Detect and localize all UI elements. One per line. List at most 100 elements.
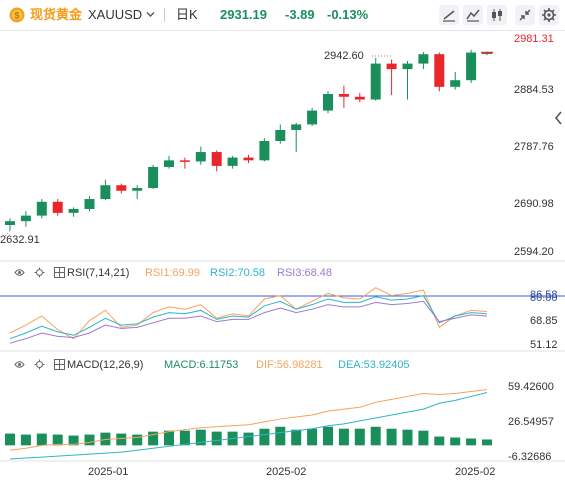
macd-histogram-bar (434, 436, 445, 446)
macd-histogram-bar (418, 430, 429, 446)
candle (84, 196, 95, 212)
candle (402, 60, 413, 100)
macd-histogram-bar (20, 434, 31, 446)
low-price-annotation: 2632.91 (0, 234, 40, 246)
macd-histogram-bar (68, 435, 79, 446)
candle (386, 59, 397, 96)
price-change: -3.89 (285, 7, 315, 22)
macd-histogram-bar (450, 437, 461, 446)
price-axis-label-current: 2981.31 (514, 33, 554, 45)
macd-axis-label: -6.32686 (508, 451, 552, 463)
candle (20, 211, 31, 227)
x-axis-label: 2025-02 (266, 466, 307, 478)
macd-title: MACD(12,26,9) (67, 359, 144, 371)
indicator-grid-icon[interactable] (54, 267, 65, 278)
candle (307, 107, 318, 127)
macd-histogram-bar (482, 439, 492, 446)
x-axis-label: 2025-01 (88, 466, 129, 478)
candle (323, 91, 333, 114)
candle (116, 183, 127, 194)
candle (5, 218, 15, 231)
indicator-icon[interactable] (463, 5, 483, 25)
dif-value: DIF:56.98281 (256, 359, 323, 371)
draw-line-icon[interactable] (439, 5, 459, 25)
macd-histogram-bar (370, 426, 381, 446)
collapse-panel-icon[interactable] (552, 108, 565, 128)
macd-histogram-bar (338, 428, 349, 446)
low-annotation-leader (4, 230, 11, 237)
rsi3-line (9, 300, 488, 344)
dea-value: DEA:53.92405 (338, 359, 410, 371)
macd-histogram-bar (402, 429, 413, 446)
macd-histogram-bar (195, 429, 206, 446)
candle (195, 146, 206, 165)
candlestick-series (4, 49, 493, 237)
candle (148, 164, 159, 190)
macd-value: MACD:6.11753 (164, 359, 239, 371)
candle (291, 122, 302, 153)
rsi1-line (9, 287, 488, 340)
candle (227, 155, 238, 169)
candle (370, 58, 381, 101)
macd-histogram-bar (291, 429, 302, 446)
rsi-axis-label: 68.85 (530, 315, 558, 327)
gear-icon[interactable] (34, 359, 45, 370)
macd-histogram-bar (116, 433, 127, 446)
candle (275, 124, 286, 144)
candle (259, 138, 270, 162)
dea-line (9, 392, 488, 460)
settings-icon[interactable] (539, 5, 559, 25)
rsi-axis-label: 51.12 (530, 339, 558, 351)
macd-histogram-bar (354, 428, 365, 446)
svg-text:$: $ (14, 11, 19, 21)
candle (450, 71, 461, 90)
indicator-grid-icon[interactable] (54, 359, 65, 370)
macd-axis-label: 26.54957 (508, 416, 554, 428)
price-axis-label: 2884.53 (514, 84, 554, 96)
gear-icon[interactable] (34, 267, 45, 278)
macd-histogram-bar (307, 428, 318, 446)
macd-histogram-bar (243, 432, 254, 446)
candle (466, 49, 477, 83)
eye-icon[interactable] (14, 359, 25, 370)
chart-header: $ 现货黄金 XAUUSD 日K 2931.19 -3.89 -0.13% (0, 0, 565, 31)
macd-histogram-bar (5, 433, 15, 446)
macd-histogram-bar (259, 428, 270, 446)
rsi-title: RSI(7,14,21) (67, 267, 130, 279)
macd-histogram-bar (36, 433, 47, 446)
rsi3-value: RSI3:68.48 (277, 267, 333, 279)
rsi-series (0, 287, 565, 344)
macd-histogram-bar (84, 434, 95, 446)
candle (179, 157, 190, 169)
candle (434, 52, 445, 92)
candle (338, 85, 349, 108)
macd-histogram-bar (211, 431, 222, 446)
symbol-code[interactable]: XAUUSD (88, 7, 143, 22)
eye-icon[interactable] (14, 267, 25, 278)
macd-histogram-bar (132, 434, 143, 446)
timeframe-selector[interactable]: 日K (176, 7, 198, 22)
candle-type-icon[interactable] (487, 5, 507, 25)
rsi2-value: RSI2:70.58 (210, 267, 266, 279)
rsi-axis-label: 86.58 (530, 289, 558, 301)
macd-histogram-bar (275, 426, 286, 446)
candle (36, 199, 47, 219)
macd-histogram-bar (386, 428, 397, 446)
candle (211, 150, 222, 172)
price-axis-label: 2690.98 (514, 198, 554, 210)
macd-histogram-bar (179, 430, 190, 446)
symbol-name[interactable]: 现货黄金 (30, 7, 83, 22)
header-divider (164, 8, 165, 22)
chevron-down-icon[interactable] (146, 11, 155, 18)
candle (100, 179, 111, 201)
candle (354, 92, 365, 103)
macd-histogram-bar (164, 430, 174, 446)
macd-histogram-bar (466, 438, 477, 446)
macd-axis-label: 59.42600 (508, 381, 554, 393)
shrink-icon[interactable] (515, 5, 535, 25)
rsi2-line (9, 295, 488, 340)
macd-histogram-bar (52, 434, 63, 446)
high-price-annotation: 2942.60 (324, 50, 364, 62)
